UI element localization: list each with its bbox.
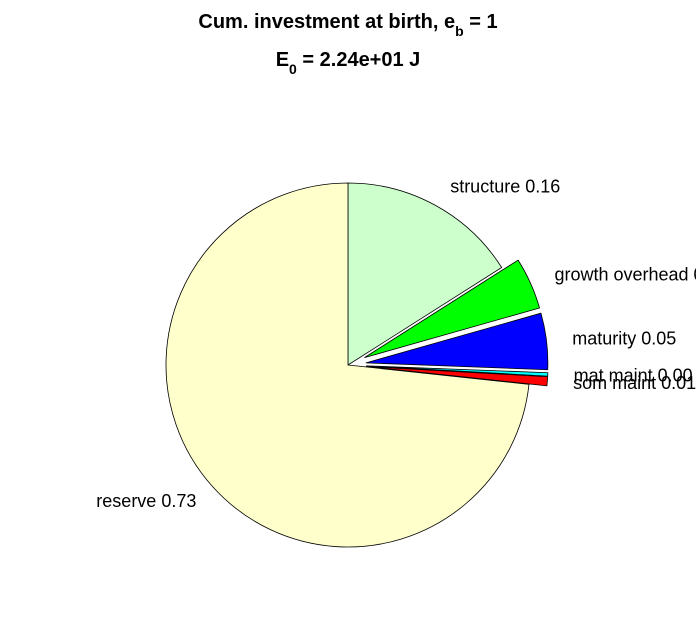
chart-title: Cum. investment at birth, eb = 1	[198, 11, 497, 39]
subtitle-part: = 2.24e+01 J	[297, 49, 420, 71]
title-subscript: b	[455, 23, 464, 39]
subtitle-part: E	[276, 49, 289, 71]
title-part: Cum. investment at birth, e	[198, 11, 455, 33]
pie-slice	[365, 365, 549, 377]
slice-label: som maint 0.01	[573, 373, 696, 393]
subtitle-subscript: 0	[289, 61, 297, 77]
slice-label: maturity 0.05	[572, 329, 676, 349]
pie-slice	[365, 366, 549, 387]
slice-label: mat maint 0.00	[574, 365, 693, 385]
slice-label: structure 0.16	[450, 176, 560, 196]
pie-slice	[347, 182, 503, 366]
pie-slice	[364, 259, 541, 359]
pie-slice	[365, 312, 549, 371]
slice-label: reserve 0.73	[96, 491, 196, 511]
pie-slice	[165, 182, 530, 548]
title-part: = 1	[464, 11, 498, 33]
chart-subtitle: E0 = 2.24e+01 J	[276, 49, 421, 77]
slice-label: growth overhead 0.05	[554, 264, 696, 284]
